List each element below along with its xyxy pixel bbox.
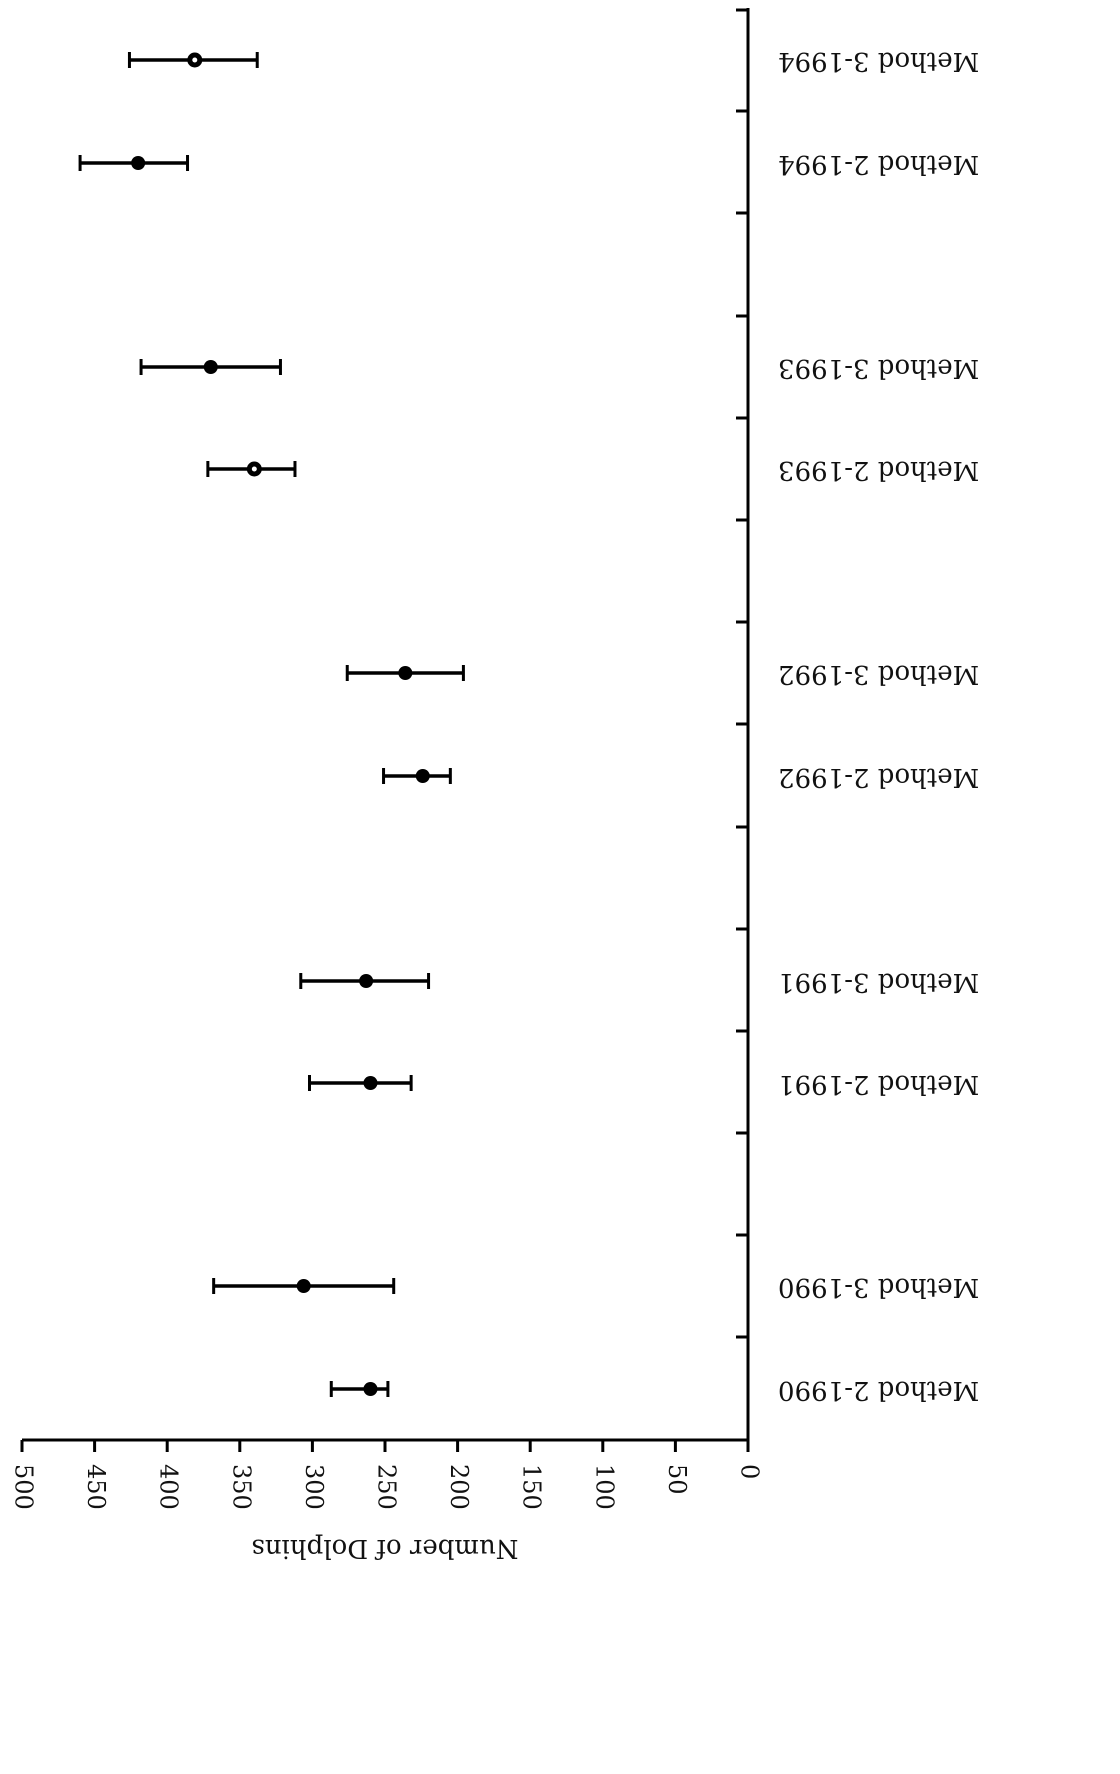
data-point xyxy=(359,974,374,988)
data-point xyxy=(203,360,218,374)
category-label: Method 3-1990 xyxy=(778,1272,979,1302)
category-label: Method 2-1990 xyxy=(778,1375,979,1405)
category-label: Method 2-1994 xyxy=(778,149,979,179)
data-point xyxy=(131,156,146,170)
value-tick-label: 250 xyxy=(373,1464,401,1510)
category-label: Method 2-1991 xyxy=(778,1069,979,1099)
category-label: Method 3-1992 xyxy=(778,659,979,689)
value-tick-label: 100 xyxy=(590,1464,618,1510)
value-tick-label: 500 xyxy=(10,1464,38,1510)
value-tick-label: 200 xyxy=(445,1464,473,1510)
category-label: Method 2-1992 xyxy=(778,762,979,792)
category-label: Method 3-1991 xyxy=(778,967,979,997)
data-point-open-center xyxy=(192,57,198,63)
value-tick-label: 300 xyxy=(300,1464,328,1510)
value-tick-label: 0 xyxy=(736,1464,764,1479)
value-tick-label: 400 xyxy=(155,1464,183,1510)
value-tick-label: 150 xyxy=(518,1464,546,1510)
data-point-open-center xyxy=(251,466,257,472)
value-tick-label: 350 xyxy=(227,1464,255,1510)
category-label: Method 2-1993 xyxy=(778,455,979,485)
data-marks-group xyxy=(78,52,465,1397)
y-axis-title: Number of Dolphins xyxy=(251,1533,518,1563)
data-point xyxy=(363,1076,378,1090)
value-tick-label: 450 xyxy=(82,1464,110,1510)
rotated-chart-group: 0 50 100 150 200 250 300 350 400 450 500 Method 2-1… xyxy=(10,8,980,1563)
category-label: Method 3-1993 xyxy=(778,353,979,383)
data-point xyxy=(363,1382,378,1396)
labels-group: 0 50 100 150 200 250 300 350 400 450 500 Method 2-1… xyxy=(10,46,980,1510)
category-label: Method 3-1994 xyxy=(778,46,979,76)
data-point xyxy=(415,769,430,783)
data-point xyxy=(296,1279,311,1293)
axes-group xyxy=(20,8,750,1452)
data-point xyxy=(398,666,413,680)
value-tick-label: 50 xyxy=(663,1464,691,1495)
